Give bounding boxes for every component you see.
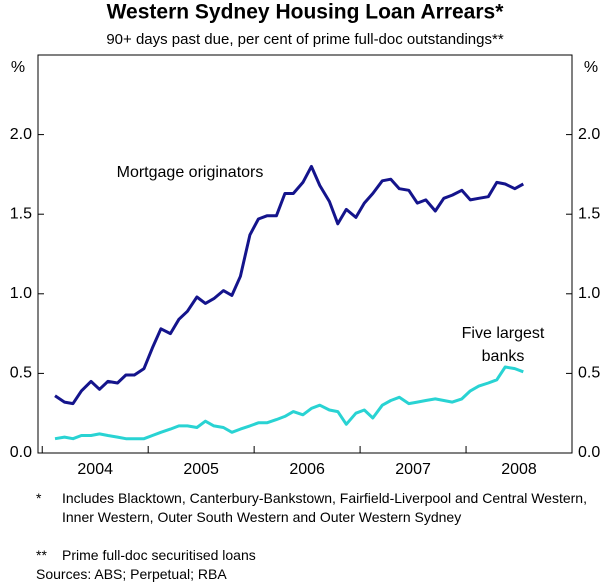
y-tick-label: 1.0 [10, 285, 32, 302]
x-tick-label: 2008 [501, 461, 537, 478]
series-line [54, 365, 524, 441]
series-label: Mortgage originators [116, 164, 264, 181]
x-tick-label: 2004 [77, 461, 113, 478]
y-unit: % [11, 59, 25, 76]
sources: Sources: ABS; Perpetual; RBA [36, 566, 227, 582]
y-tick-label: 1.5 [10, 205, 32, 222]
note-text: Includes Blacktown, Canterbury-Bankstown… [62, 490, 587, 525]
y2-tick-label: 1.5 [578, 205, 600, 222]
x-tick-label: 2006 [289, 461, 325, 478]
chart-title: Western Sydney Housing Loan Arrears* [107, 1, 505, 24]
series-line [54, 164, 525, 406]
note-marker: ** [36, 547, 47, 563]
series-label: Five largest banks [461, 325, 545, 365]
chart-subtitle: 90+ days past due, per cent of prime ful… [106, 31, 503, 48]
note-text: Prime full-doc securitised loans [62, 547, 256, 563]
plot-frame [37, 54, 573, 454]
note-marker: * [36, 490, 42, 506]
y2-tick-label: 2.0 [578, 126, 600, 143]
y2-tick-label: 0.5 [578, 365, 600, 382]
x-tick-label: 2005 [183, 461, 219, 478]
y-tick-label: 0.0 [10, 444, 32, 461]
note: * Includes Blacktown, Canterbury-Banksto… [0, 489, 609, 549]
y-tick-label: 2.0 [10, 126, 32, 143]
x-tick-label: 2007 [395, 461, 431, 478]
note: ** Prime full-doc securitised loans [0, 546, 609, 565]
chart: Western Sydney Housing Loan Arrears* 90+… [10, 1, 601, 479]
y2-tick-label: 0.0 [578, 444, 600, 461]
y2-unit: % [584, 59, 598, 76]
y-tick-label: 0.5 [10, 365, 32, 382]
y2-tick-label: 1.0 [578, 285, 600, 302]
